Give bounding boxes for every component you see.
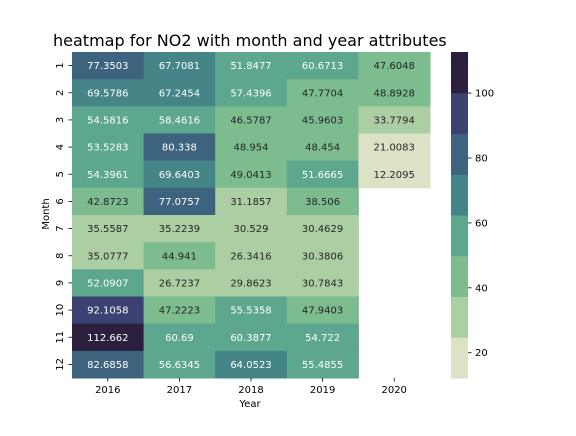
- cell-value-label: 26.7237: [159, 278, 200, 289]
- x-axis: 2016 2017 2018 2019 2020: [95, 378, 407, 396]
- colorbar-segment: [451, 174, 468, 215]
- colorbar-segment: [451, 215, 468, 256]
- cell-value-label: 92.1058: [87, 306, 128, 317]
- cell-value-label: 77.3503: [87, 61, 128, 72]
- x-tick-label: 2016: [95, 385, 120, 396]
- cell-value-label: 29.8623: [230, 278, 271, 289]
- y-tick-label: 6: [55, 198, 66, 204]
- cell-value-label: 48.454: [305, 143, 340, 154]
- cell-value-label: 57.4396: [230, 88, 271, 99]
- cell-value-label: 64.0523: [230, 360, 271, 371]
- colorbar-segment: [451, 256, 468, 297]
- y-tick-label: 12: [55, 358, 66, 371]
- cell-value-label: 44.941: [162, 251, 197, 262]
- cell-value-label: 30.4629: [302, 224, 343, 235]
- cell-value-label: 47.9403: [302, 306, 343, 317]
- colorbar-tick-label: 60: [475, 218, 488, 229]
- colorbar-segment: [451, 93, 468, 134]
- y-tick-label: 2: [55, 90, 66, 96]
- colorbar-tick-label: 80: [475, 153, 488, 164]
- y-tick-label: 11: [55, 331, 66, 344]
- y-tick-label: 4: [55, 144, 66, 150]
- y-tick-label: 3: [55, 117, 66, 123]
- cell-value-label: 30.529: [234, 224, 269, 235]
- cell-value-label: 54.722: [305, 333, 340, 344]
- cell-value-label: 69.5786: [87, 88, 128, 99]
- x-axis-label: Year: [238, 399, 261, 410]
- cell-value-label: 67.7081: [159, 61, 200, 72]
- y-tick-label: 8: [55, 253, 66, 259]
- x-tick-label: 2017: [167, 385, 192, 396]
- cell-value-label: 54.5816: [87, 115, 128, 126]
- colorbar-tick-label: 40: [475, 283, 488, 294]
- cell-value-label: 31.1857: [230, 197, 271, 208]
- colorbar-segment: [451, 337, 468, 378]
- cell-value-label: 80.338: [162, 143, 197, 154]
- cell-value-label: 12.2095: [374, 170, 415, 181]
- cell-value-label: 53.5283: [87, 143, 128, 154]
- y-tick-label: 1: [55, 62, 66, 68]
- cell-value-label: 42.8723: [87, 197, 128, 208]
- cell-value-label: 60.3877: [230, 333, 271, 344]
- cell-value-label: 56.6345: [159, 360, 200, 371]
- cell-value-label: 51.8477: [230, 61, 271, 72]
- cell-value-label: 51.6665: [302, 170, 343, 181]
- cell-value-label: 48.954: [234, 143, 269, 154]
- colorbar-tick-label: 100: [475, 89, 494, 100]
- colorbar-tick-label: 20: [475, 348, 488, 359]
- chart-title: heatmap for NO2 with month and year attr…: [53, 31, 447, 50]
- cell-value-label: 30.3806: [302, 251, 343, 262]
- cell-value-label: 46.5787: [230, 115, 271, 126]
- cell-value-label: 48.8928: [374, 88, 415, 99]
- colorbar-segment: [451, 52, 468, 93]
- cell-value-label: 45.9603: [302, 115, 343, 126]
- cell-value-label: 77.0757: [159, 197, 200, 208]
- cell-value-label: 33.7794: [374, 115, 415, 126]
- cell-value-label: 67.2454: [159, 88, 200, 99]
- y-tick-label: 7: [55, 225, 66, 231]
- cell-value-label: 52.0907: [87, 278, 128, 289]
- heatmap-cells: [72, 52, 431, 379]
- cell-value-label: 47.2223: [159, 306, 200, 317]
- cell-value-label: 35.2239: [159, 224, 200, 235]
- cell-value-label: 54.3961: [87, 170, 128, 181]
- cell-value-label: 49.0413: [230, 170, 271, 181]
- cell-value-label: 60.6713: [302, 61, 343, 72]
- cell-value-label: 55.5358: [230, 306, 271, 317]
- colorbar-segment: [451, 134, 468, 175]
- x-tick-label: 2020: [381, 385, 406, 396]
- cell-value-label: 35.5587: [87, 224, 128, 235]
- cell-value-label: 26.3416: [230, 251, 271, 262]
- cell-value-label: 47.6048: [374, 61, 415, 72]
- colorbar: 20 40 60 80 100: [451, 52, 494, 379]
- x-tick-label: 2018: [238, 385, 263, 396]
- y-tick-label: 9: [55, 280, 66, 286]
- cell-value-label: 47.7704: [302, 88, 343, 99]
- cell-value-label: 30.7843: [302, 278, 343, 289]
- cell-value-label: 58.4616: [159, 115, 200, 126]
- cell-value-label: 38.506: [305, 197, 340, 208]
- y-tick-label: 10: [55, 304, 66, 317]
- y-axis-label: Month: [41, 198, 52, 229]
- cell-value-label: 69.6403: [159, 170, 200, 181]
- cell-value-label: 112.662: [87, 333, 128, 344]
- x-tick-label: 2019: [310, 385, 335, 396]
- y-tick-label: 5: [55, 171, 66, 177]
- cell-value-label: 21.0083: [374, 143, 415, 154]
- cell-value-label: 82.6858: [87, 360, 128, 371]
- cell-value-label: 35.0777: [87, 251, 128, 262]
- cell-value-label: 55.4855: [302, 360, 343, 371]
- colorbar-segment: [451, 297, 468, 338]
- cell-value-label: 60.69: [165, 333, 194, 344]
